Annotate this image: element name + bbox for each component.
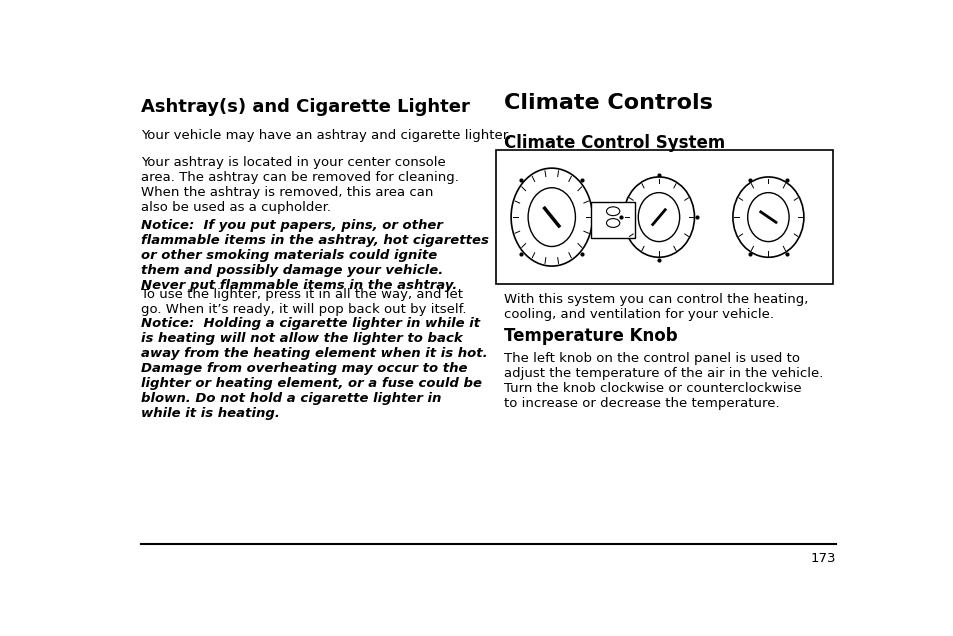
Text: To use the lighter, press it in all the way, and let
go. When it’s ready, it wil: To use the lighter, press it in all the … bbox=[141, 288, 466, 316]
Text: Ashtray(s) and Cigarette Lighter: Ashtray(s) and Cigarette Lighter bbox=[141, 99, 470, 116]
Circle shape bbox=[606, 219, 619, 228]
Text: Your ashtray is located in your center console
area. The ashtray can be removed : Your ashtray is located in your center c… bbox=[141, 156, 458, 214]
Text: Notice:  Holding a cigarette lighter in while it
is heating will not allow the l: Notice: Holding a cigarette lighter in w… bbox=[141, 317, 488, 420]
Ellipse shape bbox=[623, 177, 694, 258]
Text: The left knob on the control panel is used to
adjust the temperature of the air : The left knob on the control panel is us… bbox=[503, 352, 822, 410]
Text: Climate Control System: Climate Control System bbox=[503, 134, 724, 151]
Circle shape bbox=[606, 207, 619, 216]
Text: With this system you can control the heating,
cooling, and ventilation for your : With this system you can control the hea… bbox=[503, 293, 807, 321]
Ellipse shape bbox=[511, 168, 592, 266]
Text: Climate Controls: Climate Controls bbox=[503, 93, 712, 113]
FancyBboxPatch shape bbox=[496, 150, 832, 284]
Text: 173: 173 bbox=[810, 552, 836, 565]
FancyBboxPatch shape bbox=[590, 202, 635, 238]
Text: Temperature Knob: Temperature Knob bbox=[503, 327, 677, 345]
Ellipse shape bbox=[747, 193, 788, 242]
Ellipse shape bbox=[528, 188, 575, 247]
Ellipse shape bbox=[732, 177, 803, 258]
Ellipse shape bbox=[638, 193, 679, 242]
Text: Your vehicle may have an ashtray and cigarette lighter.: Your vehicle may have an ashtray and cig… bbox=[141, 128, 511, 142]
Text: Notice:  If you put papers, pins, or other
flammable items in the ashtray, hot c: Notice: If you put papers, pins, or othe… bbox=[141, 219, 489, 293]
